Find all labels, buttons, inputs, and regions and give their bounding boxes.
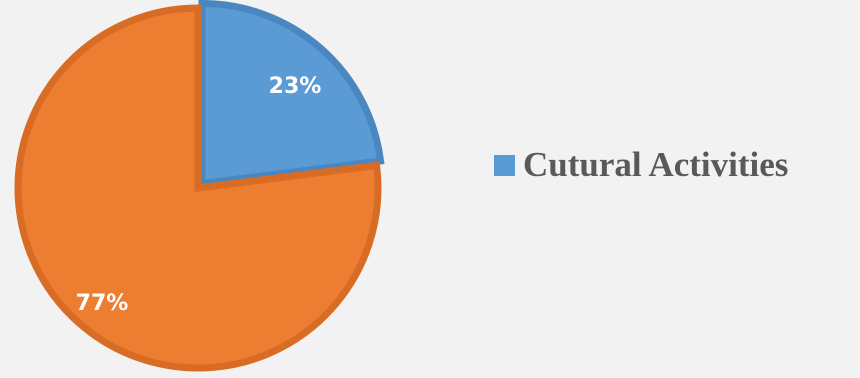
data-label-0: 23% xyxy=(269,74,322,99)
legend-swatch-cultural-activities xyxy=(494,154,515,176)
data-label-1: 77% xyxy=(76,291,129,316)
pie-slice-0 xyxy=(198,0,385,188)
legend-label-cultural-activities: Cutural Activities xyxy=(523,145,789,184)
pie-slice-1 xyxy=(14,4,382,372)
legend: Cutural Activities xyxy=(494,145,788,185)
